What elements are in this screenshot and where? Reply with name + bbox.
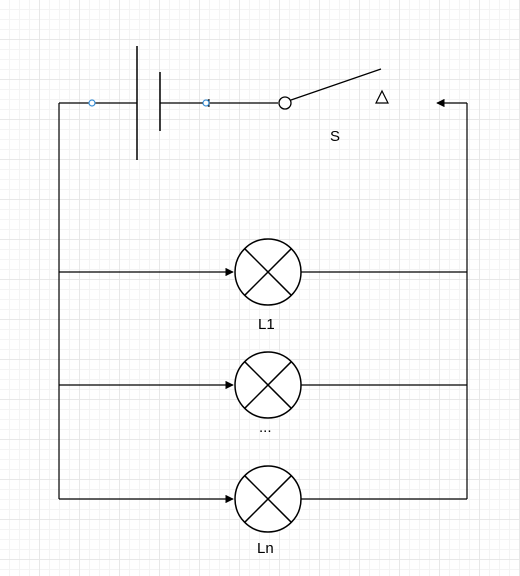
switch-blade — [290, 68, 382, 101]
lamp-l1 — [234, 238, 302, 306]
lamp-ln — [234, 465, 302, 533]
switch-contact — [375, 89, 389, 104]
connector-point-right — [202, 99, 210, 107]
lamp-l1-label: L1 — [258, 316, 275, 333]
lamp-middle-label: ... — [259, 419, 272, 436]
switch-label: S — [330, 128, 340, 145]
lamp-middle — [234, 351, 302, 419]
switch-pivot — [278, 96, 292, 110]
lamp-ln-label: Ln — [257, 540, 274, 557]
connector-point-left — [88, 99, 96, 107]
